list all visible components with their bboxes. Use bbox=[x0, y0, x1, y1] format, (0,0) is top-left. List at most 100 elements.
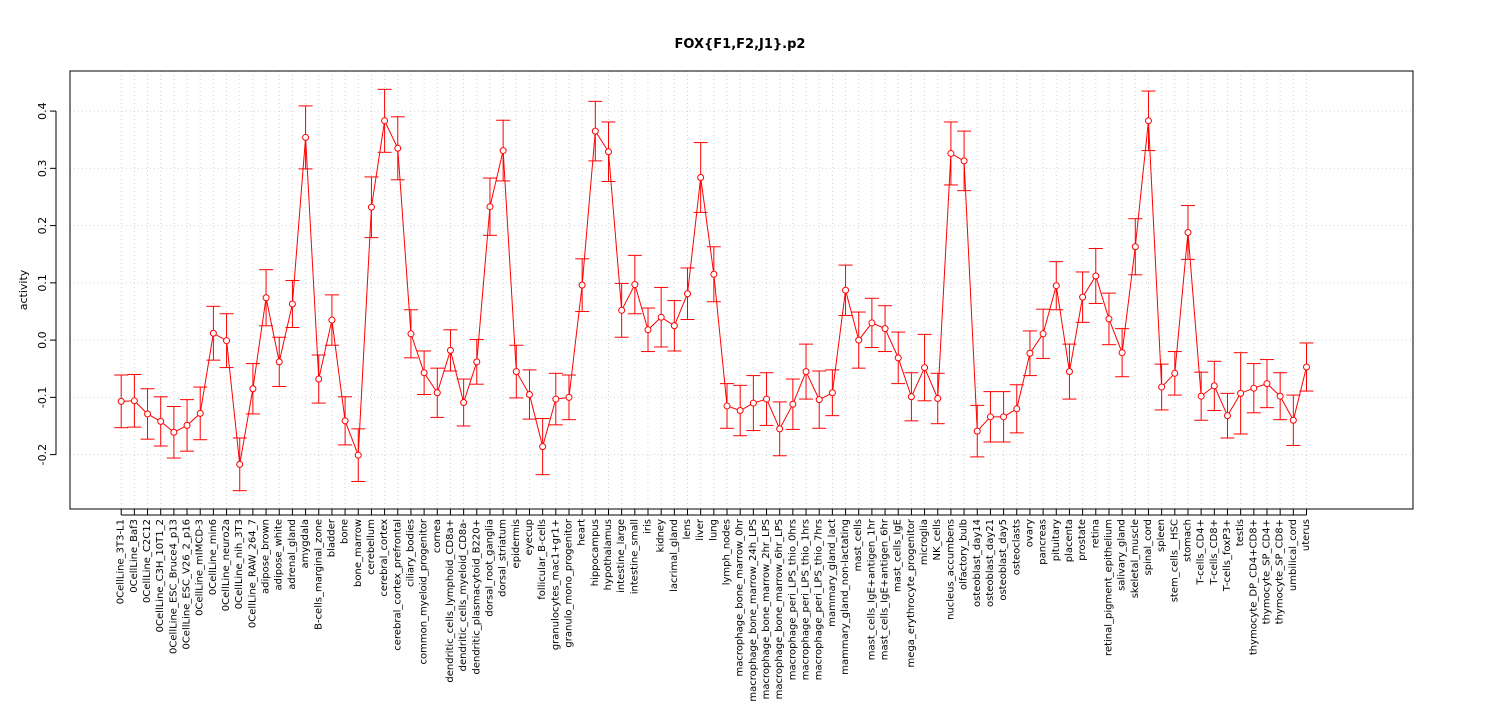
data-point bbox=[460, 399, 468, 407]
x-tick-label: olfactory_bulb bbox=[959, 519, 970, 590]
data-point bbox=[446, 346, 454, 354]
x-tick-label: NK_cells bbox=[932, 519, 943, 560]
x-tick-label: mammary_gland_lact bbox=[827, 519, 838, 627]
data-point bbox=[117, 397, 125, 405]
data-point bbox=[644, 326, 652, 334]
x-tick-label: 0CellLine_mIMCD-3 bbox=[195, 519, 206, 616]
x-tick-label: iris bbox=[643, 519, 654, 534]
data-point bbox=[157, 417, 165, 425]
data-point bbox=[710, 270, 718, 278]
x-tick-label: osteoblast_day14 bbox=[972, 519, 983, 607]
data-point bbox=[473, 358, 481, 366]
x-tick-label: 0CellLine_min6 bbox=[208, 519, 219, 595]
x-tick-label: dorsal_root_ganglia bbox=[484, 519, 495, 617]
data-point bbox=[986, 413, 994, 421]
data-point bbox=[947, 149, 955, 157]
data-point bbox=[1013, 405, 1021, 413]
x-tick-label: mammary_gland_non-lactating bbox=[840, 519, 851, 675]
data-point bbox=[552, 395, 560, 403]
x-tick-label: spleen bbox=[1156, 519, 1167, 552]
data-point bbox=[1171, 369, 1179, 377]
data-point bbox=[512, 368, 520, 376]
x-tick-label: pancreas bbox=[1038, 519, 1049, 565]
data-point bbox=[170, 428, 178, 436]
x-tick-label: T-cells_CD8+ bbox=[1209, 519, 1220, 586]
data-point bbox=[894, 354, 902, 362]
data-point bbox=[1289, 416, 1297, 424]
x-tick-label: granulocytes_mac1+gr1+ bbox=[550, 519, 561, 650]
data-point bbox=[1223, 412, 1231, 420]
x-tick-label: retina bbox=[1090, 519, 1101, 548]
data-point bbox=[565, 393, 573, 401]
x-tick-label: macrophage_bone_marrow_2hr_LPS bbox=[761, 519, 772, 699]
x-tick-label: dendritic_plasmacytoid_B220+ bbox=[471, 519, 482, 675]
x-tick-label: cerebral_cortex bbox=[379, 519, 390, 597]
x-tick-label: macrophage_bone_marrow_0hr bbox=[735, 518, 746, 676]
chart-title: FOX{F1,F2,J1}.p2 bbox=[675, 37, 806, 52]
y-tick-label: 0.3 bbox=[36, 160, 49, 178]
data-point bbox=[973, 427, 981, 435]
data-point bbox=[1118, 349, 1126, 357]
data-point bbox=[1237, 389, 1245, 397]
data-point bbox=[828, 389, 836, 397]
x-tick-label: prostate bbox=[1077, 519, 1088, 561]
x-tick-label: mega_erythrocyte_progenitor bbox=[906, 518, 917, 667]
data-point bbox=[183, 421, 191, 429]
x-tick-label: dendritic_cells_lymphoid_CD8a+ bbox=[445, 519, 456, 683]
data-point bbox=[1250, 384, 1258, 392]
data-point bbox=[763, 395, 771, 403]
x-tick-label: lymph_nodes bbox=[722, 519, 733, 585]
grid-layer bbox=[70, 71, 1413, 509]
x-tick-label: retinal_pigment_epithelium bbox=[1103, 519, 1114, 656]
x-tick-label: stem_cells__HSC bbox=[1169, 519, 1180, 602]
data-point bbox=[907, 393, 915, 401]
x-tick-label: salivary_gland bbox=[1117, 519, 1128, 591]
x-tick-label: macrophage_peri_LPS_thio_0hrs bbox=[787, 519, 798, 680]
x-tick-label: mast_cells_IgE+antigen_1hr bbox=[866, 518, 877, 660]
data-point bbox=[275, 358, 283, 366]
x-tick-label: 0CellLine_C2C12 bbox=[142, 519, 153, 603]
data-point bbox=[881, 325, 889, 333]
x-tick-label: ciliary_bodies bbox=[405, 519, 416, 587]
data-point bbox=[236, 460, 244, 468]
x-tick-label: lung bbox=[708, 519, 719, 541]
x-tick-label: cerebellum bbox=[366, 519, 377, 575]
x-tick-label: pituitary bbox=[1051, 519, 1062, 561]
x-tick-label: 0CellLine_C3H_10T1_2 bbox=[155, 519, 166, 632]
y-tick-label: -0.2 bbox=[36, 444, 49, 465]
x-tick-label: B-cells_marginal_zone bbox=[313, 519, 324, 630]
x-tick-label: adipose_brown bbox=[261, 519, 272, 594]
x-tick-label: common_myeloid_progenitor bbox=[419, 518, 430, 664]
data-point bbox=[144, 410, 152, 418]
data-point bbox=[868, 319, 876, 327]
data-point bbox=[407, 330, 415, 338]
x-tick-label: placenta bbox=[1064, 519, 1075, 562]
data-point bbox=[1197, 392, 1205, 400]
x-tick-label: 0CellLine_3T3-L1 bbox=[116, 519, 127, 604]
data-point bbox=[420, 369, 428, 377]
data-point bbox=[196, 409, 204, 417]
y-tick-label: -0.1 bbox=[36, 387, 49, 408]
x-tick-label: T-cells_foxP3+ bbox=[1222, 519, 1233, 592]
x-tick-label: nucleus_accumbens bbox=[945, 519, 956, 620]
data-point bbox=[960, 157, 968, 165]
data-point bbox=[288, 300, 296, 308]
y-tick-label: 0.0 bbox=[36, 331, 49, 349]
x-tick-label: mast_cells_IgE+antigen_6hr bbox=[880, 518, 891, 660]
data-point bbox=[354, 451, 362, 459]
x-tick-label: cornea bbox=[432, 519, 443, 553]
data-point bbox=[130, 397, 138, 405]
error-bars bbox=[114, 88, 1314, 492]
data-point bbox=[578, 281, 586, 289]
x-tick-label: eyecup bbox=[524, 519, 535, 555]
data-point bbox=[1079, 293, 1087, 301]
x-tick-label: skeletal_muscle bbox=[1130, 519, 1141, 598]
x-tick-label: macrophage_peri_LPS_thio_1hrs bbox=[801, 519, 812, 680]
x-tick-label: 0CellLine_Baf3 bbox=[129, 519, 140, 593]
data-point bbox=[249, 385, 257, 393]
data-point bbox=[934, 394, 942, 402]
data-point bbox=[789, 400, 797, 408]
x-tick-label: follicular_B-cells bbox=[537, 519, 548, 600]
data-point bbox=[1092, 272, 1100, 280]
x-tick-label: heart bbox=[577, 519, 588, 546]
